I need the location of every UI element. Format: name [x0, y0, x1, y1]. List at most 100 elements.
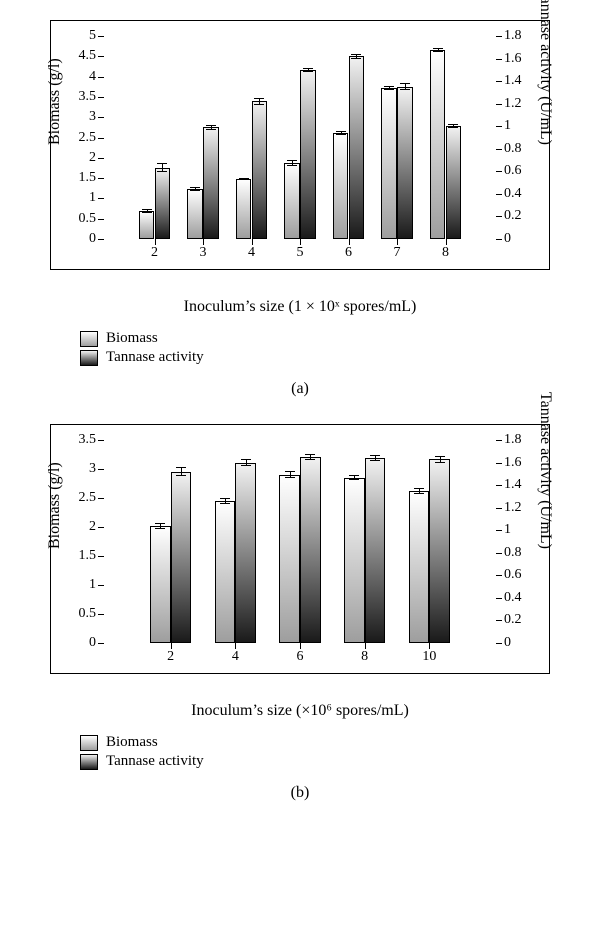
error-bar: [220, 498, 230, 504]
ytick-right-label: 0.6: [504, 163, 522, 179]
error-bar: [142, 209, 152, 213]
chart-a-wrap: Biomass (g/l) Tannase activity (U/mL) 00…: [50, 20, 550, 398]
ytick-right-label: 0.4: [504, 186, 522, 202]
error-bar: [435, 456, 445, 463]
ytick-right-label: 1.8: [504, 28, 522, 44]
ytick-left-label: 0.5: [79, 606, 97, 622]
legend-item: Biomass: [80, 330, 550, 347]
legend-item: Tannase activity: [80, 349, 550, 366]
biomass-bar: [150, 526, 171, 643]
xtick-label: 4: [248, 245, 255, 261]
ytick-left-label: 0: [89, 635, 96, 651]
ytick-right-label: 1: [504, 522, 511, 538]
xtick-label: 10: [422, 649, 436, 665]
ytick-right-label: 1.6: [504, 51, 522, 67]
ytick-right-label: 0.8: [504, 141, 522, 157]
chart-b-wrap: Biomass (g/l) Tannase activity (U/mL) 00…: [50, 424, 550, 802]
chart-a-ylabel-left: Biomass (g/l): [46, 58, 64, 145]
ytick-left-label: 1: [89, 190, 96, 206]
ytick-right-label: 0.2: [504, 208, 522, 224]
tannase-bar: [429, 459, 450, 643]
tannase-bar: [155, 168, 171, 239]
error-bar: [384, 86, 394, 90]
ytick-left-label: 4: [89, 69, 96, 85]
chart-a: Biomass (g/l) Tannase activity (U/mL) 00…: [50, 20, 550, 270]
xtick-label: 2: [151, 245, 158, 261]
legend-swatch: [80, 331, 98, 347]
error-bar: [190, 187, 200, 191]
legend-label: Biomass: [106, 734, 158, 751]
error-bar: [155, 523, 165, 529]
ytick-left-label: 4.5: [79, 48, 97, 64]
ytick-right-label: 0.2: [504, 612, 522, 628]
xtick-label: 6: [345, 245, 352, 261]
error-bar: [400, 83, 410, 90]
error-bar: [239, 178, 249, 180]
error-bar: [414, 488, 424, 494]
legend-swatch: [80, 754, 98, 770]
chart-b-xlabel: Inoculum’s size (×10⁶ spores/mL): [50, 702, 550, 720]
error-bar: [254, 98, 264, 105]
biomass-bar: [381, 88, 397, 239]
ytick-left-label: 3.5: [79, 432, 97, 448]
ytick-left-label: 2: [89, 150, 96, 166]
chart-a-legend: Biomass Tannase activity: [80, 330, 550, 366]
error-bar: [433, 48, 443, 52]
xtick-label: 4: [232, 649, 239, 665]
tannase-bar: [235, 463, 256, 643]
biomass-bar: [430, 50, 446, 239]
chart-b-ylabel-right: Tannase activity (U/mL): [536, 392, 554, 549]
ytick-right-label: 0: [504, 231, 511, 247]
ytick-left-label: 3: [89, 109, 96, 125]
chart-b: Biomass (g/l) Tannase activity (U/mL) 00…: [50, 424, 550, 674]
tannase-bar: [397, 87, 413, 239]
error-bar: [157, 163, 167, 172]
biomass-bar: [284, 163, 300, 239]
biomass-bar: [344, 478, 365, 643]
error-bar: [206, 125, 216, 130]
ytick-right-label: 0.6: [504, 567, 522, 583]
biomass-bar: [215, 501, 236, 643]
chart-b-panel-label: (b): [50, 784, 550, 802]
chart-b-plot: 00.511.522.533.500.20.40.60.811.21.41.61…: [106, 440, 494, 643]
tannase-bar: [349, 56, 365, 239]
chart-a-plot: 00.511.522.533.544.5500.20.40.60.811.21.…: [106, 36, 494, 239]
xtick-label: 7: [394, 245, 401, 261]
ytick-right-label: 1.6: [504, 455, 522, 471]
error-bar: [336, 131, 346, 135]
tannase-bar: [446, 126, 462, 239]
ytick-left-label: 1.5: [79, 170, 97, 186]
error-bar: [241, 459, 251, 466]
ytick-right-label: 1: [504, 118, 511, 134]
error-bar: [305, 454, 315, 461]
ytick-left-label: 0.5: [79, 211, 97, 227]
chart-a-xlabel: Inoculum’s size (1 × 10ˣ spores/mL): [50, 298, 550, 316]
legend-swatch: [80, 350, 98, 366]
biomass-bar: [236, 179, 252, 239]
biomass-bar: [279, 475, 300, 643]
xtick-label: 8: [361, 649, 368, 665]
tannase-bar: [300, 457, 321, 643]
error-bar: [448, 124, 458, 129]
ytick-left-label: 3: [89, 461, 96, 477]
ytick-right-label: 1.2: [504, 96, 522, 112]
ytick-left-label: 1: [89, 577, 96, 593]
error-bar: [176, 467, 186, 476]
xtick-label: 8: [442, 245, 449, 261]
error-bar: [303, 68, 313, 73]
error-bar: [285, 471, 295, 478]
error-bar: [351, 54, 361, 59]
biomass-bar: [409, 491, 430, 643]
ytick-left-label: 2.5: [79, 490, 97, 506]
xtick-label: 3: [200, 245, 207, 261]
legend-label: Tannase activity: [106, 753, 204, 770]
error-bar: [287, 160, 297, 166]
legend-label: Biomass: [106, 330, 158, 347]
tannase-bar: [203, 127, 219, 239]
xtick-label: 2: [167, 649, 174, 665]
ytick-right-label: 1.8: [504, 432, 522, 448]
biomass-bar: [187, 189, 203, 239]
biomass-bar: [139, 211, 155, 239]
ytick-left-label: 0: [89, 231, 96, 247]
chart-a-ylabel-right: Tannase activity (U/mL): [536, 0, 554, 145]
